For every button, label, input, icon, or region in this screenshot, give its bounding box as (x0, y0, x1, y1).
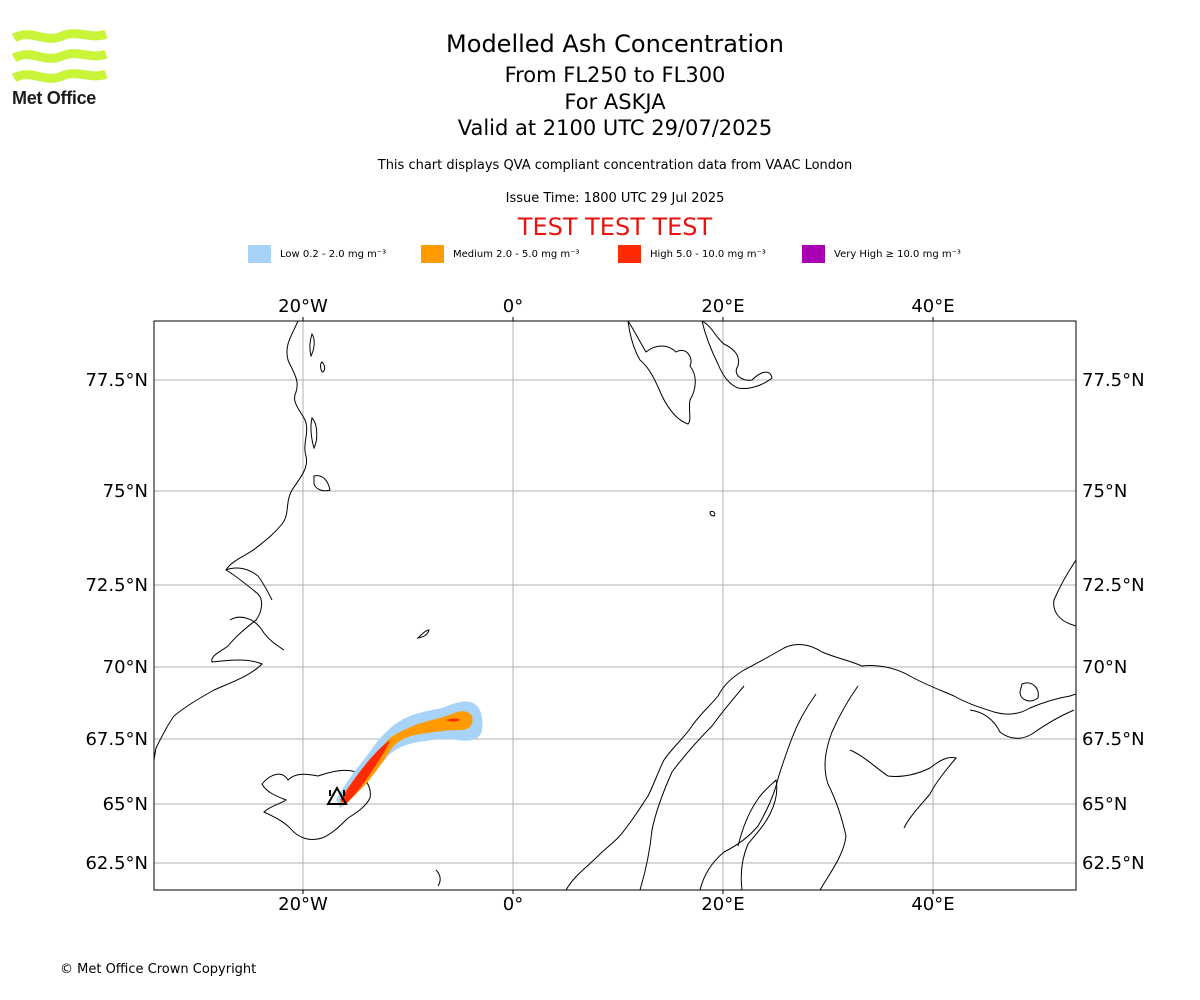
white-sea-coast (849, 749, 957, 829)
legend-item-high: High 5.0 - 10.0 mg m⁻³ (618, 244, 766, 264)
legend-item-very-high: Very High ≥ 10.0 mg m⁻³ (802, 244, 961, 264)
volcano-name: For ASKJA (564, 90, 666, 114)
jan-mayen (416, 629, 430, 639)
bear-island (709, 511, 716, 517)
volcano-source-icon (326, 785, 348, 805)
legend-swatch-medium (421, 245, 444, 263)
chart-title: Modelled Ash Concentration (446, 30, 784, 58)
valid-time: Valid at 2100 UTC 29/07/2025 (457, 116, 773, 140)
ash-cloud-high (340, 740, 390, 804)
lon-label-bottom: 0° (503, 894, 523, 915)
greenland-island (310, 417, 318, 450)
greenland-coast (154, 321, 308, 761)
scandinavia-coast (565, 644, 1076, 890)
lat-label-right: 67.5°N (1082, 729, 1145, 750)
lat-label-right: 65°N (1082, 794, 1127, 815)
ash-cloud-medium (340, 711, 473, 806)
legend-label-low: Low 0.2 - 2.0 mg m⁻³ (280, 248, 387, 260)
test-banner: TEST TEST TEST (517, 213, 713, 241)
graticule (154, 321, 1076, 890)
lat-label-right: 75°N (1082, 481, 1127, 502)
lat-label-left: 65°N (103, 794, 148, 815)
legend-label-very-high: Very High ≥ 10.0 mg m⁻³ (834, 248, 961, 260)
chart-subtitle: This chart displays QVA compliant concen… (377, 158, 853, 173)
border-sweden-finland (699, 693, 817, 890)
shetland-faroe (435, 869, 441, 887)
border-norway-sweden (639, 685, 745, 890)
novaya-zemlya (1053, 559, 1076, 627)
lat-label-right: 70°N (1082, 657, 1127, 678)
legend-label-medium: Medium 2.0 - 5.0 mg m⁻³ (453, 248, 580, 260)
lon-label-bottom: 20°E (701, 894, 744, 915)
flight-level-range: From FL250 to FL300 (504, 63, 726, 87)
gulf-of-bothnia (737, 778, 778, 890)
greenland-island (320, 361, 326, 373)
lon-label-bottom: 20°W (278, 894, 328, 915)
lat-label-left: 67.5°N (85, 729, 148, 750)
map-frame (153, 320, 1077, 891)
lon-label-top: 0° (503, 296, 523, 317)
lon-label-bottom: 40°E (911, 894, 954, 915)
copyright-notice: © Met Office Crown Copyright (60, 962, 257, 977)
kolguev-island (1019, 682, 1039, 702)
greenland-fjord (225, 567, 273, 601)
greenland-island (309, 332, 315, 358)
lon-label-top: 40°E (911, 296, 954, 317)
lat-label-left: 72.5°N (85, 575, 148, 596)
legend-item-low: Low 0.2 - 2.0 mg m⁻³ (248, 244, 386, 264)
lat-label-right: 77.5°N (1082, 370, 1145, 391)
issue-time: Issue Time: 1800 UTC 29 Jul 2025 (505, 191, 725, 206)
ash-cloud-high-spot (446, 718, 460, 722)
lat-label-left: 62.5°N (85, 853, 148, 874)
legend-item-medium: Medium 2.0 - 5.0 mg m⁻³ (421, 244, 579, 264)
legend-swatch-low (248, 245, 271, 263)
greenland-island (313, 475, 331, 492)
kanin-peninsula (969, 709, 1075, 739)
lat-label-left: 75°N (103, 481, 148, 502)
svalbard-coast (627, 321, 696, 425)
tick-marks (302, 317, 934, 894)
coastlines (154, 321, 1076, 890)
legend-swatch-very-high (802, 245, 825, 263)
lat-label-left: 77.5°N (85, 370, 148, 391)
met-office-logo: Met Office (11, 28, 112, 114)
legend-label-high: High 5.0 - 10.0 mg m⁻³ (650, 248, 766, 260)
lat-label-right: 72.5°N (1082, 575, 1145, 596)
greenland-fjord (229, 616, 285, 651)
met-office-waves-icon (11, 29, 108, 83)
svalbard-northeast (701, 321, 773, 389)
logo-text: Met Office (12, 88, 97, 108)
lon-label-top: 20°W (278, 296, 328, 317)
border-finland-russia (819, 685, 859, 890)
lat-label-left: 70°N (103, 657, 148, 678)
iceland-coast (261, 769, 371, 841)
lat-label-right: 62.5°N (1082, 853, 1145, 874)
legend-swatch-high (618, 245, 641, 263)
lon-label-top: 20°E (701, 296, 744, 317)
